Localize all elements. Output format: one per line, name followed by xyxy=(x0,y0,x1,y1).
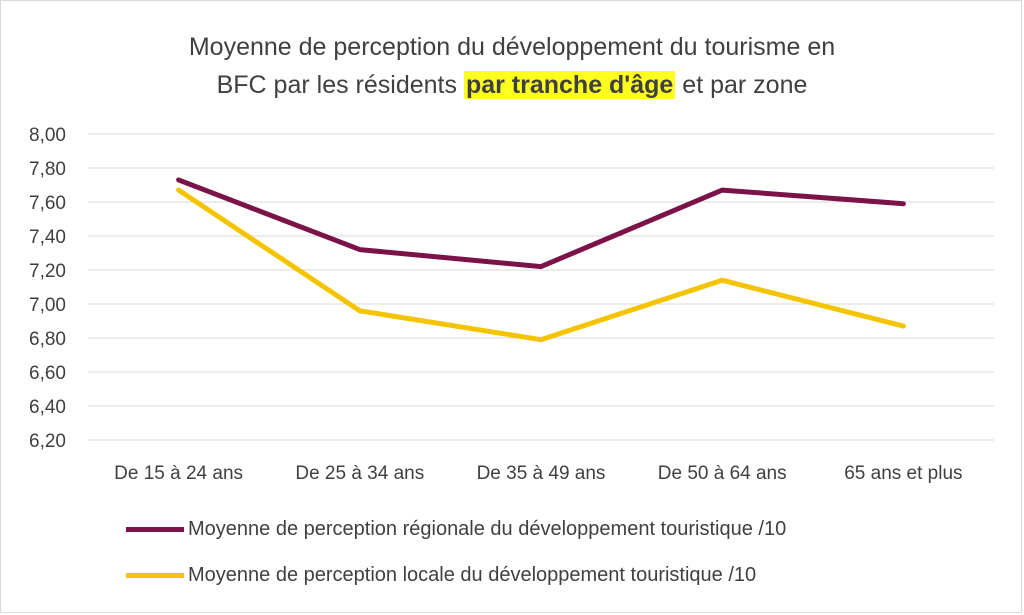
y-tick-label: 6,20 xyxy=(29,431,66,452)
legend-item-regional: Moyenne de perception régionale du dével… xyxy=(126,518,786,541)
series-lines xyxy=(176,177,906,343)
x-tick-label: De 25 à 34 ans xyxy=(295,463,424,484)
x-tick-label: De 15 à 24 ans xyxy=(114,463,243,484)
y-tick-label: 6,40 xyxy=(29,397,66,418)
legend-swatch-regional xyxy=(126,527,184,532)
title-highlight: par tranche d'âge xyxy=(463,71,676,99)
series-line-regional xyxy=(176,177,906,270)
x-axis-ticks: De 15 à 24 ans De 25 à 34 ans De 35 à 49 a… xyxy=(114,463,962,484)
x-tick-label: De 35 à 49 ans xyxy=(477,463,606,484)
y-tick-label: 7,60 xyxy=(29,193,66,214)
y-tick-label: 7,00 xyxy=(29,295,66,316)
x-tick-label: De 50 à 64 ans xyxy=(658,463,787,484)
y-tick-label: 8,00 xyxy=(29,125,66,146)
legend-item-local: Moyenne de perception locale du développ… xyxy=(126,564,756,587)
title-line-2-end: et par zone xyxy=(675,71,808,99)
title-line-2: BFC par les résidents par tranche d'âge … xyxy=(0,66,1024,104)
y-tick-label: 7,40 xyxy=(29,227,66,248)
legend-label-regional: Moyenne de perception régionale du dével… xyxy=(188,518,787,540)
y-tick-label: 7,80 xyxy=(29,159,66,180)
y-tick-label: 6,80 xyxy=(29,329,66,350)
y-tick-label: 6,60 xyxy=(29,363,66,384)
y-tick-label: 7,20 xyxy=(29,261,66,282)
series-line-local xyxy=(176,187,906,343)
title-line-2-start: BFC par les résidents xyxy=(216,71,464,99)
x-tick-label: 65 ans et plus xyxy=(844,463,962,484)
legend-label-local: Moyenne de perception locale du développ… xyxy=(188,564,757,586)
title-line-1: Moyenne de perception du développement d… xyxy=(188,33,836,61)
gridlines xyxy=(88,133,994,441)
legend-swatch-local xyxy=(126,573,184,578)
chart-title: Moyenne de perception du développement d… xyxy=(0,28,1024,104)
y-axis-ticks: 8,00 7,80 7,60 7,40 7,20 7,00 6,80 6,60 6,40 6,20 xyxy=(29,125,66,452)
